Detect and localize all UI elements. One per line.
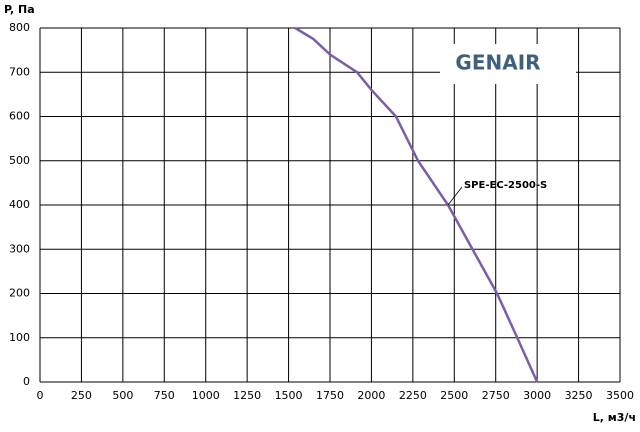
x-tick-label: 500 (112, 389, 133, 402)
y-tick-label: 800 (9, 21, 30, 34)
x-tick-label: 3250 (565, 389, 593, 402)
brand-label: GENAIR (455, 51, 540, 75)
y-tick-label: 100 (9, 331, 30, 344)
x-tick-label: 1750 (316, 389, 344, 402)
y-tick-label: 700 (9, 65, 30, 78)
x-tick-label: 3500 (606, 389, 634, 402)
y-tick-label: 0 (23, 375, 30, 388)
y-axis-label: P, Па (4, 3, 35, 16)
x-tick-label: 2000 (357, 389, 385, 402)
x-tick-label: 1250 (233, 389, 261, 402)
label-leader (447, 186, 463, 206)
x-tick-label: 2250 (399, 389, 427, 402)
series-line (294, 26, 539, 383)
x-tick-label: 2750 (482, 389, 510, 402)
brand-box (440, 44, 576, 84)
x-tick-label: 2500 (440, 389, 468, 402)
x-tick-label: 3000 (523, 389, 551, 402)
x-tick-label: 1500 (275, 389, 303, 402)
x-tick-label: 750 (154, 389, 175, 402)
y-tick-label: 600 (9, 110, 30, 123)
x-axis-label: L, м3/ч (593, 411, 636, 424)
y-tick-label: 500 (9, 154, 30, 167)
x-tick-label: 0 (37, 389, 44, 402)
x-tick-label: 250 (71, 389, 92, 402)
series-label: SPE-EC-2500-S (464, 180, 547, 191)
y-tick-label: 300 (9, 242, 30, 255)
y-tick-label: 200 (9, 287, 30, 300)
y-tick-label: 400 (9, 198, 30, 211)
x-tick-label: 1000 (192, 389, 220, 402)
